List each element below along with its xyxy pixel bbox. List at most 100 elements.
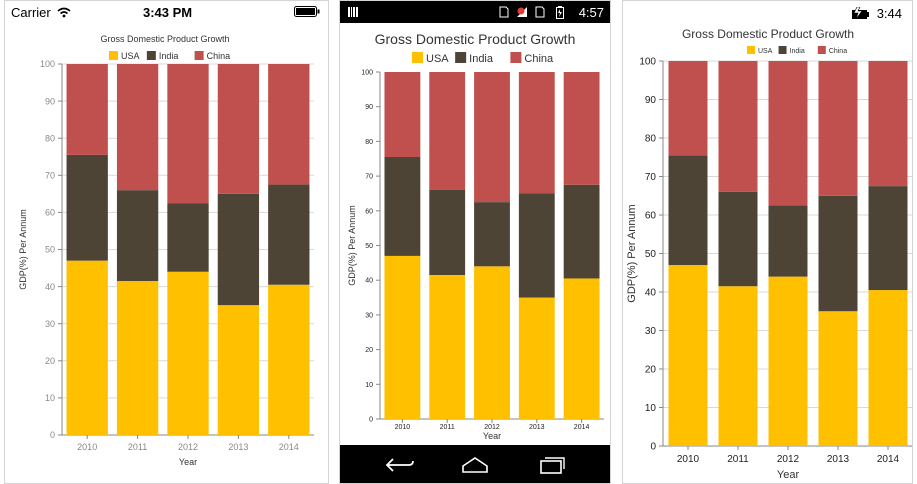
y-tick-label: 0 xyxy=(50,430,55,440)
y-tick-label: 30 xyxy=(45,319,55,329)
y-tick-label: 70 xyxy=(645,172,657,183)
bar-india xyxy=(268,184,310,285)
bar-india xyxy=(563,184,600,279)
bar-usa xyxy=(66,260,108,435)
legend-swatch xyxy=(146,51,156,60)
bar-usa xyxy=(268,284,310,435)
x-tick-label: 2011 xyxy=(440,424,455,431)
y-tick-label: 80 xyxy=(365,139,373,146)
x-tick-label: 2012 xyxy=(484,424,500,431)
bar-usa xyxy=(384,255,421,419)
windows-clock: 3:44 xyxy=(876,6,902,21)
y-tick-label: 30 xyxy=(365,312,373,319)
y-tick-label: 90 xyxy=(365,104,373,111)
bar-india xyxy=(116,190,159,282)
x-tick-label: 2014 xyxy=(574,424,590,431)
bar-usa xyxy=(868,290,908,446)
bar-china xyxy=(474,72,510,203)
bar-usa xyxy=(718,286,758,446)
android-nav-bar xyxy=(340,445,610,483)
y-tick-label: 80 xyxy=(45,133,55,143)
x-axis-label: Year xyxy=(483,431,501,441)
y-tick-label: 20 xyxy=(45,356,55,366)
x-tick-label: 2013 xyxy=(529,424,545,431)
x-tick-label: 2010 xyxy=(77,442,97,452)
x-tick-label: 2012 xyxy=(777,454,800,465)
legend-swatch xyxy=(778,46,787,54)
bar-china xyxy=(66,64,108,155)
legend-swatch xyxy=(817,46,826,54)
ios-phone: Carrier 3:43 PM Gross Domestic Product G… xyxy=(4,0,329,484)
x-tick-label: 2014 xyxy=(877,454,900,465)
y-tick-label: 40 xyxy=(645,288,657,299)
bar-usa xyxy=(768,276,808,446)
y-tick-label: 30 xyxy=(645,326,657,337)
legend-swatch xyxy=(109,51,118,60)
windows-phone: 3:44 Gross Domestic Product Growth USA Ind… xyxy=(622,0,913,484)
legend-label: India xyxy=(159,51,179,61)
no-signal-icon xyxy=(517,7,527,17)
bar-china xyxy=(518,72,555,194)
x-axis-label: Year xyxy=(777,469,800,481)
ios-status-bar: Carrier 3:43 PM xyxy=(5,1,328,23)
chart-title: Gross Domestic Product Growth xyxy=(682,27,854,41)
legend-label: India xyxy=(469,53,494,65)
bar-india xyxy=(718,191,758,287)
bar-usa xyxy=(668,265,708,446)
y-tick-label: 20 xyxy=(365,347,373,354)
legend-label: China xyxy=(524,53,554,65)
bar-usa xyxy=(217,305,260,435)
bar-china xyxy=(868,61,908,187)
recents-button[interactable] xyxy=(537,455,567,475)
chart-title: Gross Domestic Product Growth xyxy=(375,31,576,47)
y-tick-label: 40 xyxy=(365,278,373,285)
android-status-bar: 4:57 xyxy=(340,1,610,23)
back-button[interactable] xyxy=(385,455,415,475)
bar-china xyxy=(384,72,421,158)
legend-swatch xyxy=(747,46,755,54)
bar-china xyxy=(718,61,758,192)
y-axis-label: GDP(%) Per Annum xyxy=(18,209,28,290)
y-tick-label: 40 xyxy=(45,282,55,292)
bar-india xyxy=(66,154,108,261)
chart-ios: Gross Domestic Product Growth USA India Chi… xyxy=(18,34,314,467)
bar-china xyxy=(268,64,310,185)
bar-china xyxy=(563,72,600,185)
bar-usa xyxy=(818,311,858,446)
bar-india xyxy=(384,157,421,256)
y-tick-label: 60 xyxy=(365,208,373,215)
y-tick-label: 60 xyxy=(645,211,657,222)
x-tick-label: 2011 xyxy=(727,454,749,465)
y-tick-label: 100 xyxy=(361,69,373,76)
home-button[interactable] xyxy=(460,455,490,475)
windows-status-bar: 3:44 xyxy=(623,1,912,25)
bar-india xyxy=(818,195,858,312)
y-axis-label: GDP(%) Per Annum xyxy=(626,204,638,302)
sim-icon xyxy=(499,6,509,18)
bar-usa xyxy=(474,266,510,419)
y-tick-label: 0 xyxy=(369,416,373,423)
bar-india xyxy=(668,155,708,266)
bar-usa xyxy=(429,274,466,419)
bar-india xyxy=(429,189,466,275)
legend-label: USA xyxy=(758,48,773,55)
legend-label: China xyxy=(207,51,231,61)
y-tick-label: 10 xyxy=(365,382,373,389)
bar-china xyxy=(217,64,260,194)
bar-china xyxy=(768,61,808,206)
legend-label: India xyxy=(790,48,805,55)
bar-china xyxy=(167,64,209,204)
chart-android: Gross Domestic Product Growth USA India Chi… xyxy=(347,31,604,441)
android-clock: 4:57 xyxy=(578,5,604,20)
y-axis-label: GDP(%) Per Annum xyxy=(347,205,357,286)
bar-china xyxy=(116,64,159,191)
android-phone: 4:57 Gross Domestic Product Growth USA Ind… xyxy=(339,0,611,484)
legend-label: China xyxy=(829,48,847,55)
barcode-icon xyxy=(348,7,358,17)
bar-china xyxy=(429,72,466,190)
legend-label: USA xyxy=(426,53,449,65)
bar-china xyxy=(668,61,708,156)
x-tick-label: 2014 xyxy=(279,442,299,452)
battery-icon xyxy=(294,6,320,17)
y-tick-label: 50 xyxy=(365,243,373,250)
